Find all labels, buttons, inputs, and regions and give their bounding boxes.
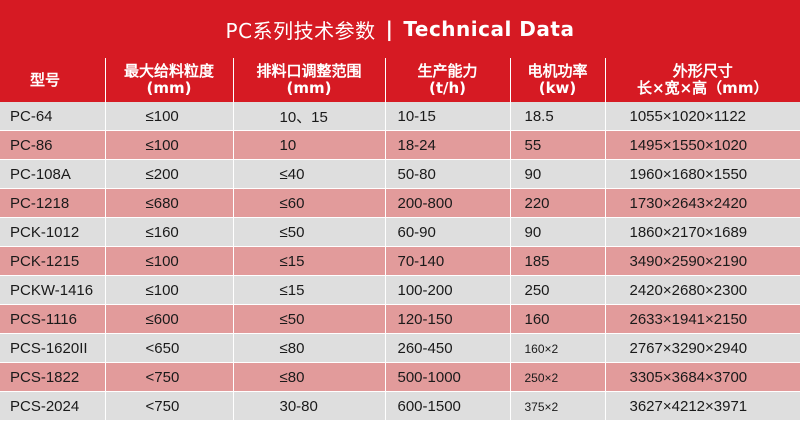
- cell-capacity: 60-90: [385, 217, 511, 247]
- cell-model: PCK-1215: [0, 246, 106, 276]
- cell-capacity: 600-1500: [385, 391, 511, 421]
- cell-motor-power: 90: [510, 159, 606, 189]
- header-model: 型号: [0, 58, 106, 102]
- cell-max-feed-size: ≤100: [105, 130, 234, 160]
- cell-model: PCKW-1416: [0, 275, 106, 305]
- cell-max-feed-size: ≤160: [105, 217, 234, 247]
- cell-motor-power: 55: [510, 130, 606, 160]
- cell-max-feed-size: ≤100: [105, 102, 234, 131]
- cell-max-feed-size: ≤100: [105, 246, 234, 276]
- title-separator: |: [385, 17, 394, 41]
- cell-model: PC-1218: [0, 188, 106, 218]
- cell-dimensions: 1730×2643×2420: [605, 188, 800, 218]
- cell-discharge-range: 10、15: [233, 102, 386, 131]
- cell-capacity: 120-150: [385, 304, 511, 334]
- cell-max-feed-size: ≤600: [105, 304, 234, 334]
- cell-capacity: 70-140: [385, 246, 511, 276]
- title-chinese: PC系列技术参数: [225, 18, 376, 43]
- table-row: PCK-1012 ≤160 ≤50 60-90 90 1860×2170×1689: [0, 217, 800, 247]
- cell-capacity: 200-800: [385, 188, 511, 218]
- table-row: PCKW-1416 ≤100 ≤15 100-200 250 2420×2680×2300: [0, 275, 800, 305]
- cell-discharge-range: 30-80: [233, 391, 386, 421]
- table-row: PCS-2024 <750 30-80 600-1500 375×2 3627×4212×…: [0, 391, 800, 421]
- cell-dimensions: 3490×2590×2190: [605, 246, 800, 276]
- specs-table: 型号 最大给料粒度 (mm) 排料口调整范围 (mm) 生产能力 (t/h) 电…: [0, 58, 800, 421]
- table-row: PCK-1215 ≤100 ≤15 70-140 185 3490×2590×2190: [0, 246, 800, 276]
- cell-max-feed-size: <750: [105, 362, 234, 392]
- cell-capacity: 500-1000: [385, 362, 511, 392]
- cell-motor-power: 185: [510, 246, 606, 276]
- cell-motor-power: 160×2: [510, 333, 606, 363]
- cell-motor-power: 90: [510, 217, 606, 247]
- cell-model: PCS-1116: [0, 304, 106, 334]
- cell-discharge-range: ≤50: [233, 217, 386, 247]
- cell-dimensions: 1495×1550×1020: [605, 130, 800, 160]
- cell-discharge-range: ≤50: [233, 304, 386, 334]
- cell-model: PCS-2024: [0, 391, 106, 421]
- cell-model: PCS-1822: [0, 362, 106, 392]
- cell-dimensions: 2767×3290×2940: [605, 333, 800, 363]
- cell-model: PCS-1620II: [0, 333, 106, 363]
- header-capacity: 生产能力 (t/h): [385, 58, 511, 102]
- table-row: PCS-1822 <750 ≤80 500-1000 250×2 3305×3684×37…: [0, 362, 800, 392]
- cell-capacity: 100-200: [385, 275, 511, 305]
- cell-motor-power: 160: [510, 304, 606, 334]
- table-row: PC-108A ≤200 ≤40 50-80 90 1960×1680×1550: [0, 159, 800, 189]
- header-dimensions: 外形尺寸 长×宽×高（mm）: [605, 58, 800, 102]
- cell-discharge-range: ≤15: [233, 246, 386, 276]
- cell-max-feed-size: <650: [105, 333, 234, 363]
- cell-model: PC-108A: [0, 159, 106, 189]
- cell-model: PC-64: [0, 102, 106, 131]
- cell-capacity: 10-15: [385, 102, 511, 131]
- cell-max-feed-size: ≤100: [105, 275, 234, 305]
- cell-max-feed-size: <750: [105, 391, 234, 421]
- cell-dimensions: 3305×3684×3700: [605, 362, 800, 392]
- cell-dimensions: 3627×4212×3971: [605, 391, 800, 421]
- cell-motor-power: 250×2: [510, 362, 606, 392]
- header-max-feed-size: 最大给料粒度 (mm): [105, 58, 234, 102]
- cell-discharge-range: 10: [233, 130, 386, 160]
- cell-motor-power: 375×2: [510, 391, 606, 421]
- cell-model: PCK-1012: [0, 217, 106, 247]
- header-discharge-range: 排料口调整范围 (mm): [233, 58, 386, 102]
- cell-discharge-range: ≤40: [233, 159, 386, 189]
- cell-discharge-range: ≤80: [233, 333, 386, 363]
- cell-motor-power: 220: [510, 188, 606, 218]
- header-motor-power: 电机功率 (kw): [510, 58, 606, 102]
- cell-motor-power: 18.5: [510, 102, 606, 131]
- table-row: PC-1218 ≤680 ≤60 200-800 220 1730×2643×2420: [0, 188, 800, 218]
- cell-dimensions: 1055×1020×1122: [605, 102, 800, 131]
- cell-max-feed-size: ≤680: [105, 188, 234, 218]
- table-row: PCS-1620II <650 ≤80 260-450 160×2 2767×3290×2…: [0, 333, 800, 363]
- cell-motor-power: 250: [510, 275, 606, 305]
- title-bar: PC系列技术参数 | Technical Data: [0, 0, 800, 58]
- cell-discharge-range: ≤80: [233, 362, 386, 392]
- table-row: PC-86 ≤100 10 18-24 55 1495×1550×1020: [0, 130, 800, 160]
- cell-capacity: 18-24: [385, 130, 511, 160]
- cell-max-feed-size: ≤200: [105, 159, 234, 189]
- cell-capacity: 260-450: [385, 333, 511, 363]
- title-english: Technical Data: [403, 17, 575, 41]
- cell-dimensions: 2633×1941×2150: [605, 304, 800, 334]
- cell-dimensions: 2420×2680×2300: [605, 275, 800, 305]
- cell-discharge-range: ≤15: [233, 275, 386, 305]
- cell-capacity: 50-80: [385, 159, 511, 189]
- cell-dimensions: 1960×1680×1550: [605, 159, 800, 189]
- table-header-row: 型号 最大给料粒度 (mm) 排料口调整范围 (mm) 生产能力 (t/h) 电…: [0, 58, 800, 102]
- cell-model: PC-86: [0, 130, 106, 160]
- cell-dimensions: 1860×2170×1689: [605, 217, 800, 247]
- table-row: PC-64 ≤100 10、15 10-15 18.5 1055×1020×1122: [0, 102, 800, 131]
- table-row: PCS-1116 ≤600 ≤50 120-150 160 2633×1941×2150: [0, 304, 800, 334]
- cell-discharge-range: ≤60: [233, 188, 386, 218]
